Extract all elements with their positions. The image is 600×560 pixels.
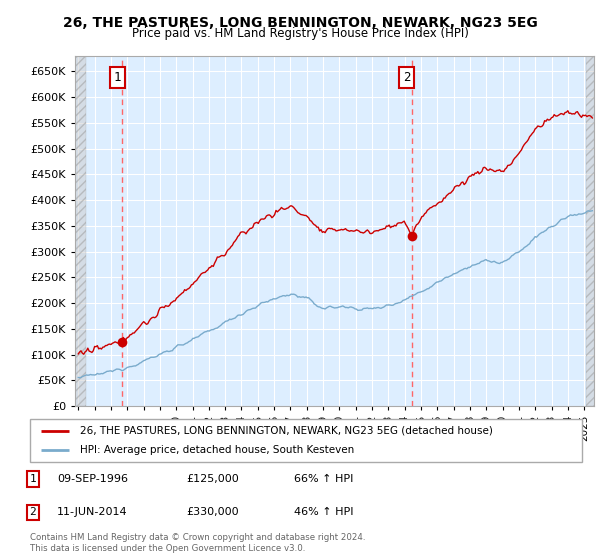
Bar [586, 46, 596, 406]
Text: Price paid vs. HM Land Registry's House Price Index (HPI): Price paid vs. HM Land Registry's House … [131, 27, 469, 40]
FancyBboxPatch shape [30, 419, 582, 462]
Text: £330,000: £330,000 [186, 507, 239, 517]
Text: 66% ↑ HPI: 66% ↑ HPI [294, 474, 353, 484]
Text: 46% ↑ HPI: 46% ↑ HPI [294, 507, 353, 517]
Text: 09-SEP-1996: 09-SEP-1996 [57, 474, 128, 484]
Bar [75, 46, 86, 406]
Text: 26, THE PASTURES, LONG BENNINGTON, NEWARK, NG23 5EG (detached house): 26, THE PASTURES, LONG BENNINGTON, NEWAR… [80, 426, 493, 436]
Text: 11-JUN-2014: 11-JUN-2014 [57, 507, 128, 517]
Text: 26, THE PASTURES, LONG BENNINGTON, NEWARK, NG23 5EG: 26, THE PASTURES, LONG BENNINGTON, NEWAR… [62, 16, 538, 30]
Text: 1: 1 [29, 474, 37, 484]
Text: £125,000: £125,000 [186, 474, 239, 484]
Text: 2: 2 [403, 71, 411, 84]
Text: 1: 1 [113, 71, 121, 84]
Text: HPI: Average price, detached house, South Kesteven: HPI: Average price, detached house, Sout… [80, 445, 354, 455]
Text: Contains HM Land Registry data © Crown copyright and database right 2024.
This d: Contains HM Land Registry data © Crown c… [30, 533, 365, 553]
Text: 2: 2 [29, 507, 37, 517]
